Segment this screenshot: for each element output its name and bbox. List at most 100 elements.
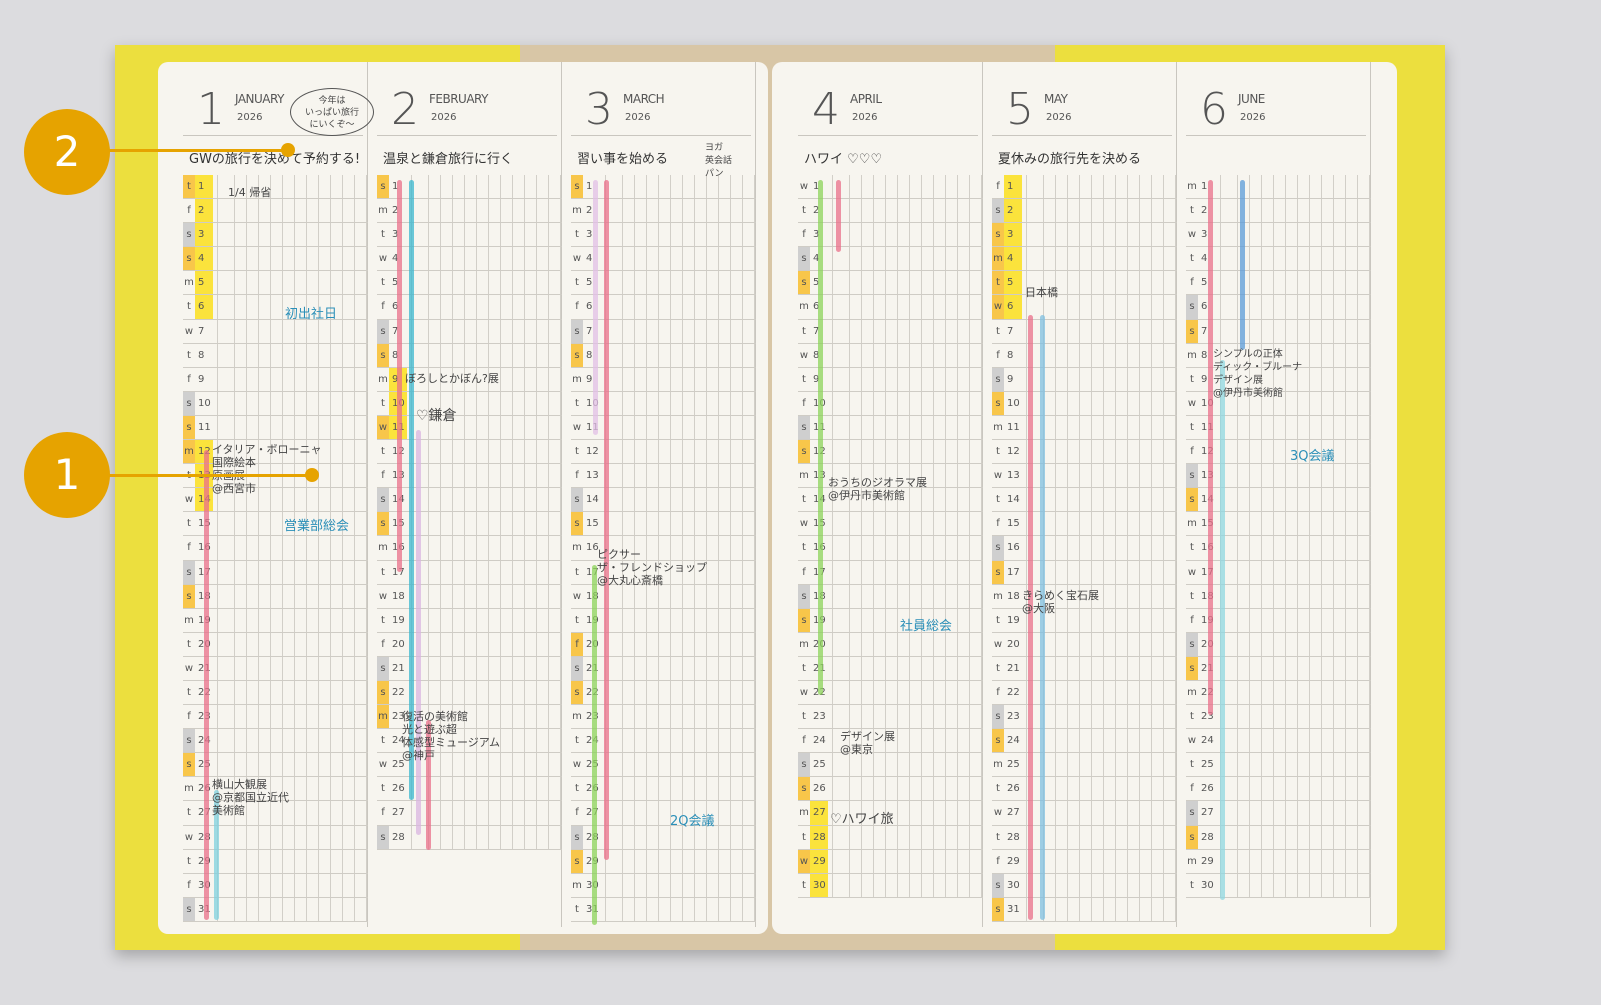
day-cell[interactable]: [1022, 729, 1177, 752]
day-cell[interactable]: [213, 271, 368, 294]
day-cell[interactable]: [1216, 681, 1371, 704]
day-row[interactable]: t22: [183, 680, 368, 706]
day-row[interactable]: m15: [1186, 512, 1371, 537]
day-cell[interactable]: [213, 320, 368, 343]
day-cell[interactable]: [1022, 344, 1177, 367]
day-row[interactable]: t 23: [1186, 705, 1371, 730]
day-row[interactable]: t10: [571, 391, 756, 416]
day-cell[interactable]: [213, 874, 368, 897]
day-cell[interactable]: [213, 657, 368, 680]
day-cell[interactable]: [1022, 247, 1177, 270]
day-row[interactable]: s21: [571, 656, 756, 681]
day-row[interactable]: f 24: [798, 729, 983, 754]
day-row[interactable]: w 29: [798, 849, 983, 874]
day-cell[interactable]: [1022, 874, 1177, 897]
day-row[interactable]: s28: [571, 825, 756, 850]
day-cell[interactable]: [1216, 488, 1371, 511]
day-cell[interactable]: [1022, 777, 1177, 800]
day-cell[interactable]: [1216, 874, 1371, 897]
day-row[interactable]: f20: [571, 632, 756, 657]
day-cell[interactable]: [601, 729, 756, 752]
day-cell[interactable]: [828, 392, 983, 415]
day-cell[interactable]: [828, 777, 983, 800]
day-cell[interactable]: [828, 681, 983, 704]
day-row[interactable]: f27: [571, 801, 756, 826]
day-cell[interactable]: [407, 320, 562, 343]
day-row[interactable]: f23: [183, 705, 368, 730]
day-cell[interactable]: [828, 633, 983, 656]
day-cell[interactable]: [828, 536, 983, 559]
day-cell[interactable]: [1022, 464, 1177, 487]
day-cell[interactable]: [407, 657, 562, 680]
day-row[interactable]: w10: [1186, 391, 1371, 416]
day-row[interactable]: m16: [377, 536, 562, 561]
day-cell[interactable]: [828, 826, 983, 849]
day-cell[interactable]: [407, 609, 562, 632]
day-cell[interactable]: [213, 368, 368, 391]
day-cell[interactable]: [213, 585, 368, 608]
day-cell[interactable]: [601, 344, 756, 367]
day-row[interactable]: s18: [798, 584, 983, 609]
day-cell[interactable]: [601, 295, 756, 318]
day-cell[interactable]: [828, 850, 983, 873]
day-cell[interactable]: [213, 850, 368, 873]
day-cell[interactable]: [601, 705, 756, 728]
day-cell[interactable]: [1216, 729, 1371, 752]
day-row[interactable]: t12: [377, 440, 562, 465]
day-cell[interactable]: [601, 271, 756, 294]
day-cell[interactable]: [828, 753, 983, 776]
day-cell[interactable]: [1022, 320, 1177, 343]
day-row[interactable]: t31: [571, 897, 756, 922]
day-row[interactable]: w 27: [992, 801, 1177, 826]
day-row[interactable]: t 28: [798, 825, 983, 850]
day-cell[interactable]: [407, 681, 562, 704]
day-cell[interactable]: [828, 295, 983, 318]
day-row[interactable]: t16: [798, 536, 983, 561]
day-cell[interactable]: [601, 247, 756, 270]
day-row[interactable]: m 18: [992, 584, 1177, 609]
day-row[interactable]: s17: [183, 560, 368, 585]
day-row[interactable]: w25: [571, 753, 756, 778]
day-row[interactable]: m 25: [992, 753, 1177, 778]
day-cell[interactable]: [828, 247, 983, 270]
day-cell[interactable]: [601, 898, 756, 921]
day-cell[interactable]: [1022, 488, 1177, 511]
day-cell[interactable]: [407, 247, 562, 270]
day-cell[interactable]: [213, 536, 368, 559]
day-cell[interactable]: [213, 247, 368, 270]
day-row[interactable]: f10: [798, 391, 983, 416]
day-row[interactable]: f 26: [1186, 777, 1371, 802]
day-cell[interactable]: [213, 561, 368, 584]
day-row[interactable]: m12: [183, 440, 368, 465]
day-cell[interactable]: [828, 561, 983, 584]
day-cell[interactable]: [1022, 368, 1177, 391]
day-cell[interactable]: [213, 633, 368, 656]
day-cell[interactable]: [601, 488, 756, 511]
day-row[interactable]: f 29: [992, 849, 1177, 874]
day-row[interactable]: f30: [183, 873, 368, 898]
day-cell[interactable]: [213, 753, 368, 776]
day-cell[interactable]: [601, 753, 756, 776]
day-cell[interactable]: [601, 464, 756, 487]
